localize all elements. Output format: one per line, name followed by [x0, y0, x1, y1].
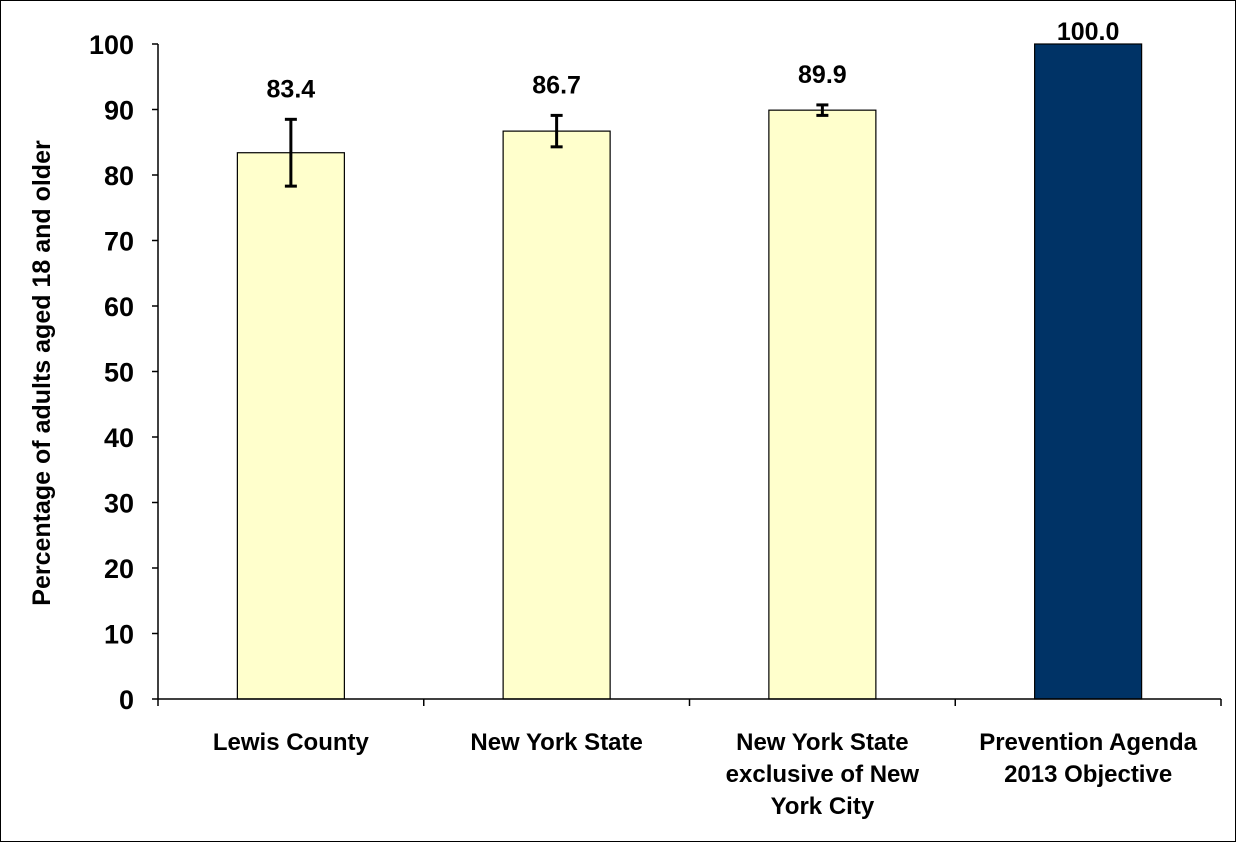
data-label: 100.0 [1057, 18, 1120, 46]
x-category-label: New York State exclusive of New York City [726, 729, 920, 820]
y-tick-label: 40 [104, 423, 134, 453]
y-axis-title: Percentage of adults aged 18 and older [28, 140, 56, 606]
y-tick-label: 100 [89, 30, 134, 60]
y-tick-label: 20 [104, 554, 134, 584]
data-label: 83.4 [267, 75, 316, 103]
error-bar [816, 103, 829, 117]
data-label: 86.7 [532, 71, 581, 99]
data-label: 89.9 [798, 61, 847, 89]
x-category-label: New York State [470, 729, 643, 756]
bar [1034, 43, 1143, 700]
error-bar [550, 113, 563, 149]
y-axis-ticks: 0 10 20 30 40 50 60 70 80 90 100 [89, 30, 158, 715]
y-tick-label: 90 [104, 96, 134, 126]
y-tick-label: 0 [119, 685, 134, 715]
y-tick-label: 50 [104, 358, 134, 388]
axes [157, 44, 1222, 706]
bars [236, 43, 1143, 700]
y-tick-label: 10 [104, 620, 134, 650]
data-labels: 83.4 86.7 89.9 100.0 [267, 18, 1120, 103]
x-category-label: Lewis County [213, 729, 370, 756]
x-category-label: Prevention Agenda 2013 Objective [979, 729, 1197, 788]
y-tick-label: 80 [104, 161, 134, 191]
bar [236, 152, 345, 700]
error-bar [284, 117, 297, 188]
x-axis-category-labels: Lewis County New York State New York State… [213, 729, 1198, 820]
y-tick-label: 30 [104, 489, 134, 519]
y-tick-label: 70 [104, 227, 134, 257]
error-bars [284, 103, 829, 188]
bar [768, 109, 877, 700]
bar [502, 130, 611, 700]
y-tick-label: 60 [104, 292, 134, 322]
